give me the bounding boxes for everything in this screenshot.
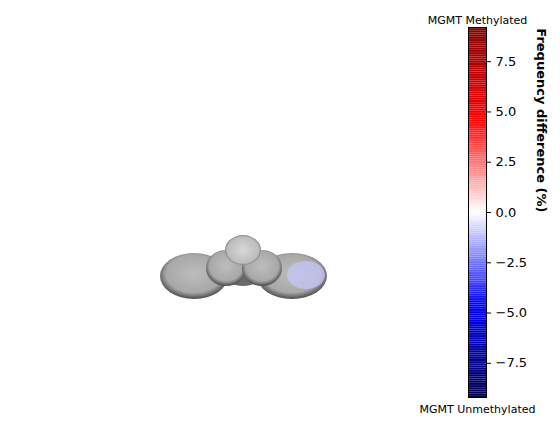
svg-text:MGMT Methylated: MGMT Methylated [428,14,528,27]
svg-text:7.5: 7.5 [496,54,517,69]
svg-text:−7.5: −7.5 [496,355,528,370]
svg-text:2.5: 2.5 [496,154,517,169]
svg-text:−5.0: −5.0 [496,305,528,320]
svg-text:−2.5: −2.5 [496,255,528,270]
svg-text:MGMT Unmethylated: MGMT Unmethylated [420,403,536,416]
svg-text:Frequency difference (%): Frequency difference (%) [534,28,549,212]
svg-text:5.0: 5.0 [496,104,517,119]
svg-text:0.0: 0.0 [496,205,517,220]
